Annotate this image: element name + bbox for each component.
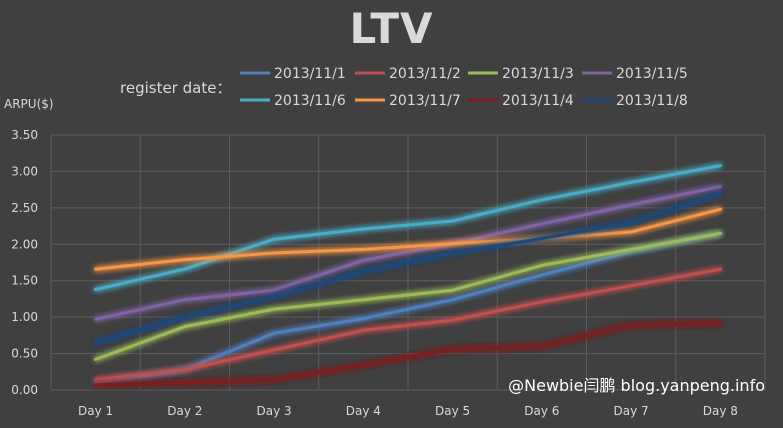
y-tick-label: 0.00 [11,383,38,397]
y-tick-label: 3.00 [11,164,38,178]
legend-label: 2013/11/1 [274,66,346,82]
x-tick-label: Day 8 [703,404,738,418]
chart-title: LTV [349,4,434,53]
legend-label: 2013/11/6 [274,93,346,109]
y-tick-label: 0.50 [11,347,38,361]
series-line [94,191,722,345]
x-tick-label: Day 7 [614,404,649,418]
x-tick-label: Day 6 [524,404,559,418]
x-tick-label: Day 1 [78,404,113,418]
x-tick-label: Day 2 [167,404,202,418]
y-tick-label: 2.00 [11,237,38,251]
watermark: @Newbie闫鹏 blog.yanpeng.info [508,376,765,395]
legend-label: 2013/11/8 [616,93,688,109]
series-line [94,207,722,271]
x-tick-label: Day 4 [346,404,381,418]
legend-label: 2013/11/2 [389,66,461,82]
x-tick-label: Day 5 [435,404,470,418]
series-line [94,231,722,385]
series-line [94,231,722,361]
x-tick-label: Day 3 [257,404,292,418]
y-tick-label: 1.50 [11,274,38,288]
y-axis-label: ARPU($) [4,97,54,111]
series-line [94,164,722,291]
y-tick-label: 1.00 [11,310,38,324]
series-line [94,185,722,321]
y-tick-label: 2.50 [11,201,38,215]
series-line [94,267,722,382]
legend-label: 2013/11/7 [389,93,461,109]
y-tick-label: 3.50 [11,128,38,142]
series-line [94,321,722,387]
legend-label: 2013/11/5 [616,66,688,82]
legend-prefix: register date： [120,79,232,97]
legend-label: 2013/11/3 [502,66,574,82]
legend-label: 2013/11/4 [502,93,574,109]
